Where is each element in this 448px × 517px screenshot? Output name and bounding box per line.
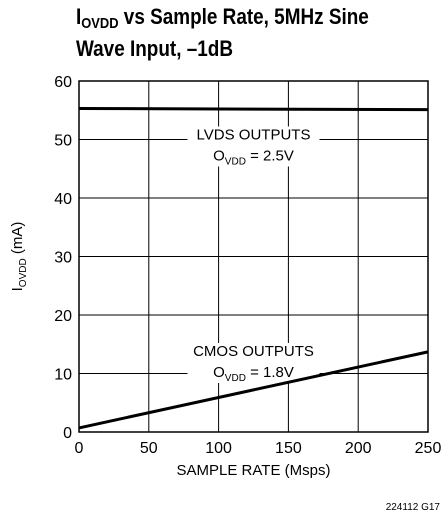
annotation-label-0: LVDS OUTPUTS	[197, 127, 311, 144]
x-tick-label-1: 50	[140, 440, 158, 457]
y-tick-label-3: 30	[54, 250, 72, 267]
series-line-0	[78, 106, 429, 112]
annotation-value-1: OVDD = 1.8V	[213, 364, 294, 384]
annotation-bg-1	[187, 342, 320, 383]
plot-frame	[78, 80, 429, 433]
annotation-label-1: CMOS OUTPUTS	[193, 343, 314, 360]
x-axis-label: SAMPLE RATE (Msps)	[177, 462, 331, 479]
x-tick-label-5: 250	[415, 440, 442, 457]
x-tick-label-2: 100	[205, 440, 232, 457]
x-tick-label-0: 0	[75, 440, 84, 457]
y-tick-label-1: 10	[54, 367, 72, 384]
y-tick-label-6: 60	[54, 74, 72, 91]
y-axis-label: IOVDD (mA)	[9, 222, 29, 292]
annotation-bg-0	[187, 126, 320, 167]
x-tick-label-3: 150	[275, 440, 302, 457]
x-tick-label-4: 200	[345, 440, 372, 457]
y-tick-label-5: 50	[54, 133, 72, 150]
annotation-value-0: OVDD = 2.5V	[213, 148, 294, 168]
y-tick-label-0: 0	[63, 425, 72, 442]
chart-title: IOVDD vs Sample Rate, 5MHz Sine Wave Inp…	[76, 4, 369, 61]
y-tick-label-4: 40	[54, 191, 72, 208]
figure-id: 224112 G17	[386, 502, 441, 513]
series-line-1	[78, 350, 429, 430]
y-tick-label-2: 20	[54, 308, 72, 325]
